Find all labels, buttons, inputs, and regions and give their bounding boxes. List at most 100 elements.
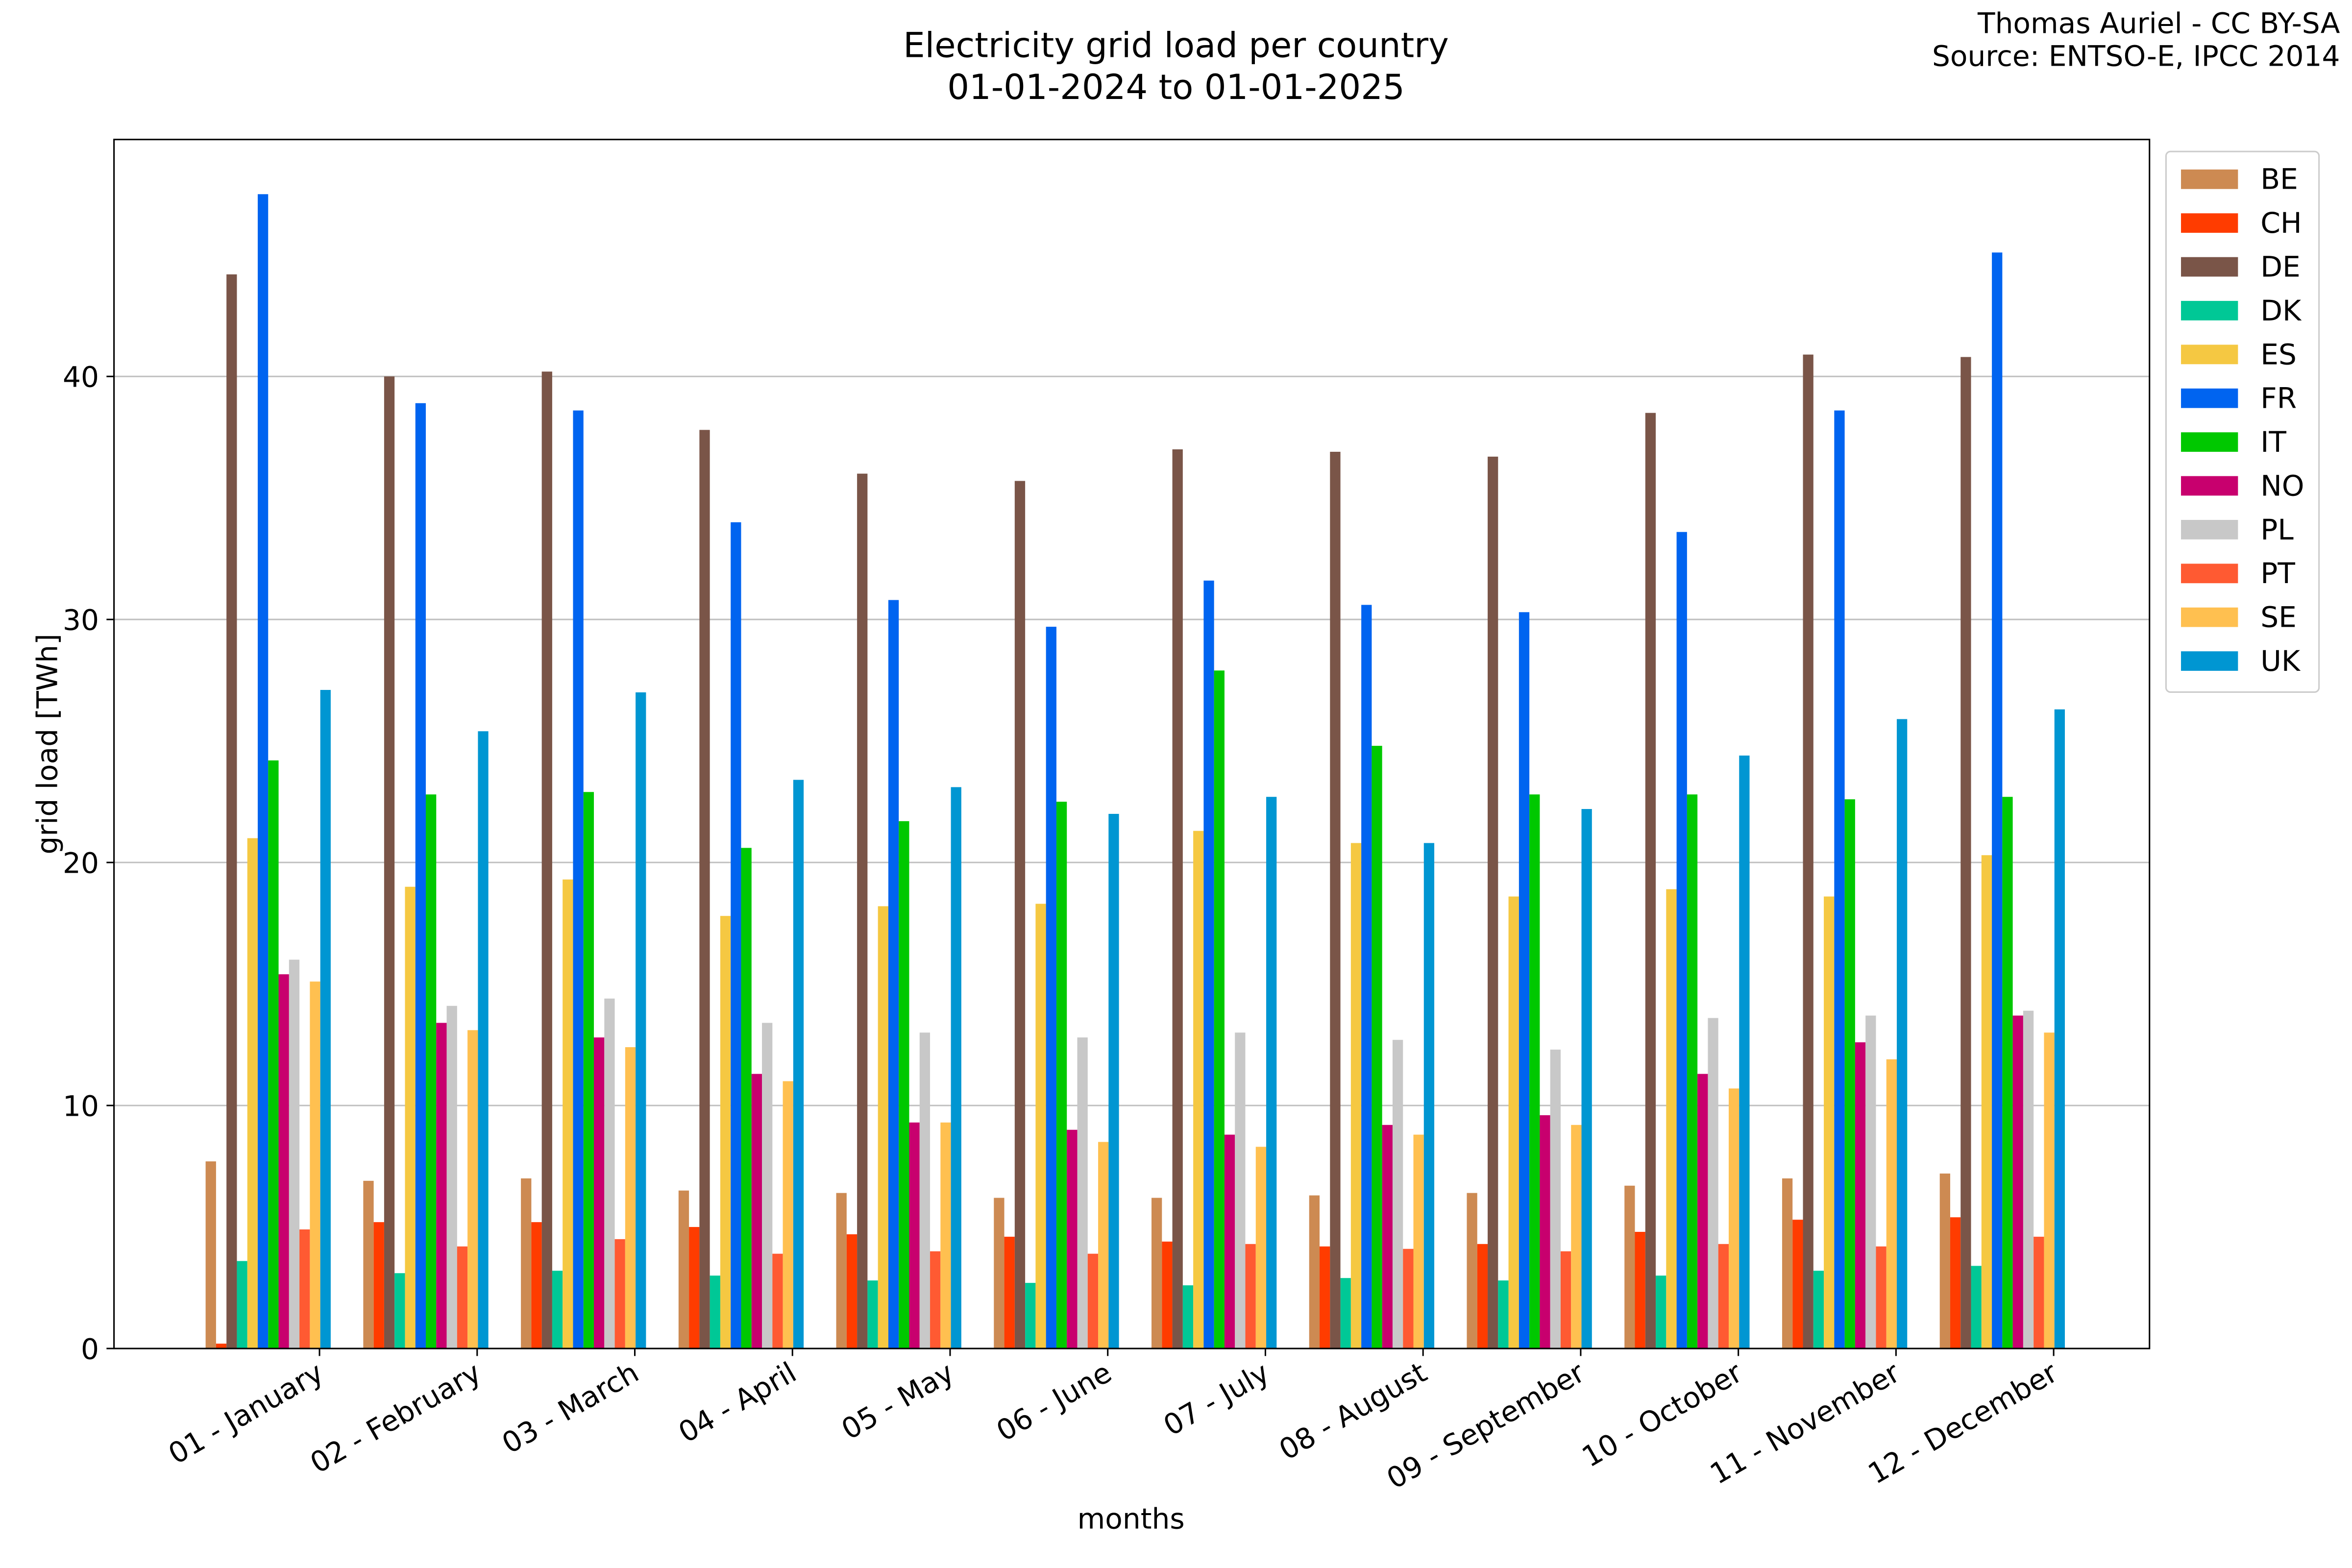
bar (1413, 1134, 1424, 1349)
bar (268, 760, 279, 1349)
bar (772, 1253, 783, 1349)
bar (1718, 1244, 1729, 1349)
bar (1834, 410, 1845, 1349)
bar (867, 1280, 878, 1349)
bar (1560, 1251, 1571, 1349)
legend-label: IT (2260, 425, 2286, 459)
credit: Thomas Auriel - CC BY-SA (1977, 6, 2340, 40)
bar (467, 1030, 478, 1349)
x-tick-label: 07 - July (1158, 1356, 1275, 1443)
bar (1728, 1088, 1740, 1349)
bar (857, 473, 868, 1349)
legend-label: ES (2260, 338, 2297, 371)
bar (1624, 1185, 1635, 1349)
bar (1687, 794, 1698, 1349)
bar (1824, 896, 1835, 1349)
bar (257, 194, 269, 1349)
legend-swatch (2181, 344, 2238, 365)
chart-title: Electricity grid load per country (903, 25, 1449, 65)
bar (1403, 1249, 1414, 1349)
bar (1971, 1266, 1982, 1349)
y-tick-label: 0 (81, 1332, 99, 1366)
bar (1960, 357, 1971, 1349)
legend-label: PL (2260, 513, 2294, 546)
bar (446, 1005, 457, 1349)
x-tick-label: 01 - January (163, 1356, 329, 1471)
y-tick-label: 30 (63, 604, 99, 637)
legend-swatch (2181, 257, 2238, 277)
y-tick-label: 40 (63, 361, 99, 394)
bar (531, 1222, 542, 1349)
bar (2002, 797, 2013, 1349)
bar (1266, 797, 1277, 1349)
legend-swatch (2181, 213, 2238, 233)
x-tick-label: 03 - March (496, 1356, 644, 1461)
bar (846, 1234, 858, 1349)
legend-label: SE (2260, 601, 2297, 634)
bar (762, 1023, 773, 1349)
bar (1046, 627, 1056, 1349)
source: Source: ENTSO-E, IPCC 2014 (1932, 40, 2340, 73)
bar (1255, 1147, 1267, 1349)
bar (1519, 612, 1530, 1349)
bar (205, 1161, 216, 1349)
legend-label: DK (2260, 294, 2302, 327)
bar (909, 1122, 920, 1349)
bar (604, 998, 615, 1349)
bar (415, 403, 426, 1349)
bar (1803, 354, 1813, 1349)
bar (1708, 1018, 1718, 1349)
bar (1855, 1042, 1866, 1349)
legend-swatch (2181, 301, 2238, 320)
legend-swatch (2181, 520, 2238, 539)
bar (1203, 580, 1214, 1349)
legend-label: BE (2260, 163, 2298, 196)
x-tick-label: 05 - May (836, 1356, 959, 1446)
bar (1571, 1125, 1582, 1349)
bar (1886, 1059, 1897, 1349)
bar (919, 1032, 931, 1349)
bar (1508, 896, 1519, 1349)
legend-label: CH (2260, 206, 2302, 240)
bar (1896, 719, 1908, 1349)
bar (836, 1193, 847, 1349)
bar (1792, 1220, 1803, 1349)
x-tick-label: 06 - June (991, 1356, 1117, 1448)
bar (1162, 1241, 1173, 1349)
bar (1876, 1246, 1886, 1349)
bar (237, 1261, 247, 1349)
bar (741, 848, 752, 1349)
bar (1813, 1271, 1824, 1349)
bar (625, 1047, 636, 1349)
bar (793, 780, 804, 1349)
bar (888, 600, 899, 1349)
legend-swatch (2181, 388, 2238, 408)
chart-subtitle: 01-01-2024 to 01-01-2025 (947, 67, 1405, 107)
bar (1950, 1217, 1961, 1349)
bar (363, 1180, 374, 1349)
bar (1108, 813, 1119, 1349)
bar (310, 981, 320, 1349)
bar (1739, 755, 1750, 1349)
bar (1581, 809, 1592, 1349)
bar (521, 1178, 532, 1349)
bar (594, 1037, 605, 1349)
bar (1077, 1037, 1088, 1349)
bar (1676, 532, 1687, 1349)
bar (1844, 799, 1855, 1349)
bar (436, 1023, 447, 1349)
bar (1372, 746, 1382, 1349)
bar (1350, 843, 1362, 1349)
bar (2034, 1236, 2044, 1349)
bar (299, 1229, 310, 1349)
bar (1087, 1253, 1099, 1349)
bar (1423, 843, 1435, 1349)
bar (751, 1074, 762, 1349)
bar (731, 522, 741, 1349)
bar (563, 879, 573, 1349)
y-tick-label: 20 (63, 847, 99, 880)
y-axis-label: grid load [TWh] (30, 634, 64, 854)
bar (384, 376, 395, 1349)
bar (710, 1275, 720, 1349)
